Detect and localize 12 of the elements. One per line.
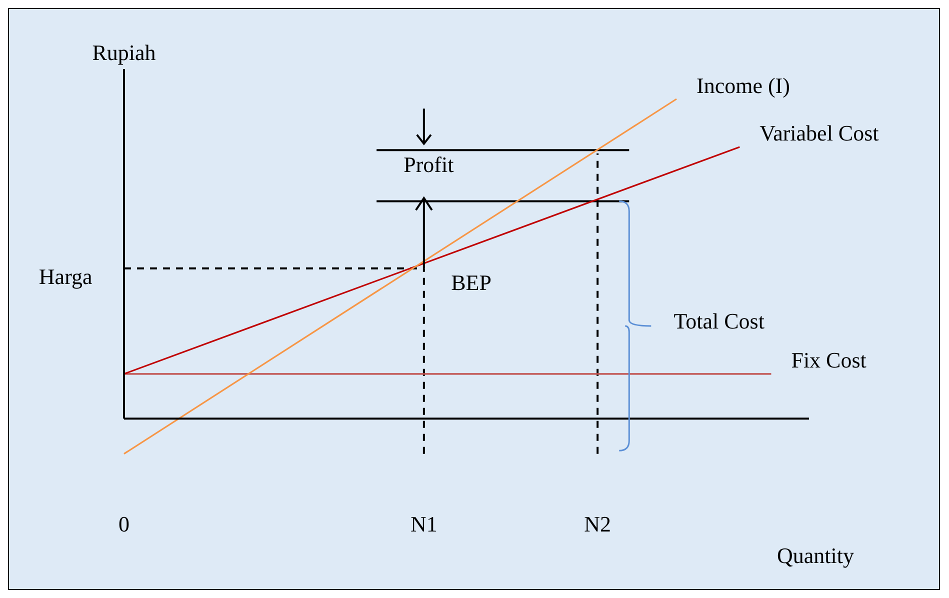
series-label: Variabel Cost xyxy=(760,120,879,146)
series-label: Income (I) xyxy=(696,72,790,98)
series-label: Fix Cost xyxy=(791,348,866,373)
text: Harga xyxy=(38,264,92,289)
x-tick-label: N1 xyxy=(410,512,438,537)
annotation: BEP xyxy=(451,270,492,296)
x-axis-title: Quantity xyxy=(777,542,854,568)
x-tick-label: N2 xyxy=(584,512,612,537)
x-tick-label: 0 xyxy=(118,512,130,537)
annotation: Total Cost xyxy=(674,308,764,334)
annotation: Profit xyxy=(404,152,454,177)
y-axis-title: Rupiah xyxy=(92,40,156,65)
